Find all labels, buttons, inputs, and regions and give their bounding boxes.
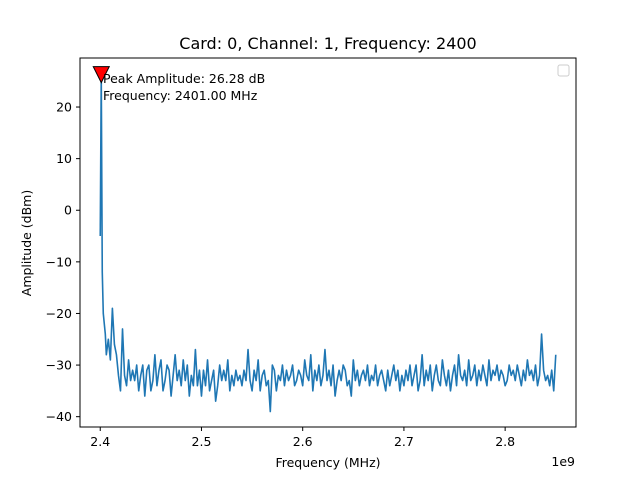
peak-amplitude-annotation: Peak Amplitude: 26.28 dB [103,71,265,86]
y-tick-label: −20 [46,306,72,321]
y-axis-label: Amplitude (dBm) [19,190,34,296]
y-tick-label: 0 [64,203,72,218]
x-axis-label: Frequency (MHz) [275,455,380,470]
series-line [99,73,557,413]
x-axis-ticks: 2.4 2.5 2.6 2.7 2.8 [90,427,515,449]
peak-marker [92,66,111,84]
peak-frequency-annotation: Frequency: 2401.00 MHz [103,88,258,103]
x-tick-label: 2.7 [394,434,414,449]
x-axis-offset-label: 1e9 [551,454,575,469]
y-tick-label: 20 [56,100,72,115]
y-tick-label: 10 [56,151,72,166]
x-tick-label: 2.8 [495,434,515,449]
legend-box [557,64,570,77]
plot-area [99,73,557,413]
y-tick-label: −10 [46,254,72,269]
plot-frame [79,57,577,428]
x-tick-label: 2.6 [293,434,313,449]
x-tick-label: 2.5 [192,434,212,449]
y-tick-label: −40 [46,409,72,424]
y-axis-ticks: −40 −30 −20 −10 0 10 20 [46,100,80,424]
chart-title: Card: 0, Channel: 1, Frequency: 2400 [179,34,476,53]
x-tick-label: 2.4 [90,434,110,449]
y-tick-label: −30 [46,358,72,373]
